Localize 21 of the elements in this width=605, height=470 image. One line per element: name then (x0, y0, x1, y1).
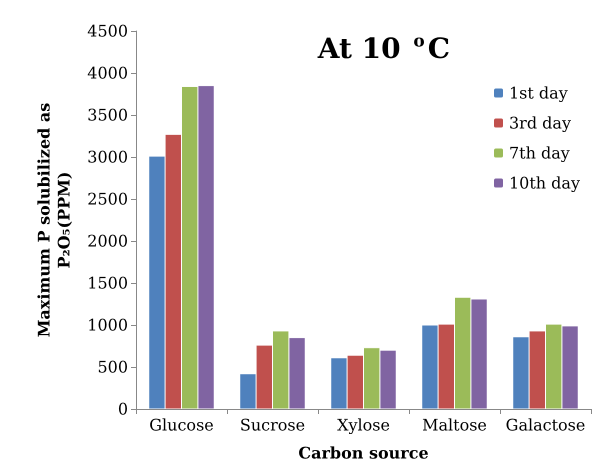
x-tick-label: Galactose (506, 416, 586, 434)
y-tick-label: 2500 (87, 190, 128, 208)
x-axis-title: Carbon source (298, 444, 429, 462)
y-tick-label: 3000 (87, 148, 128, 166)
legend-label: 10th day (509, 174, 580, 192)
x-tick-label: Sucrose (240, 416, 306, 434)
x-tick-label: Xylose (337, 416, 390, 434)
y-tick-label: 1000 (87, 316, 128, 334)
y-tick-label: 0 (118, 400, 128, 418)
legend-label: 3rd day (509, 114, 571, 132)
x-tick-label: Maltose (422, 416, 487, 434)
y-tick-label: 4000 (87, 64, 128, 82)
x-tick-label: Glucose (149, 416, 214, 434)
y-tick-label: 3500 (87, 106, 128, 124)
y-tick-label: 4500 (87, 22, 128, 40)
y-tick-label: 500 (97, 358, 128, 376)
y-tick-label: 1500 (87, 274, 128, 292)
y-axis-title: Maximum P solubilized as P₂O₅(PPM) (34, 102, 74, 338)
legend-label: 7th day (509, 144, 570, 162)
y-tick-label: 2000 (87, 232, 128, 250)
legend-label: 1st day (509, 84, 568, 102)
